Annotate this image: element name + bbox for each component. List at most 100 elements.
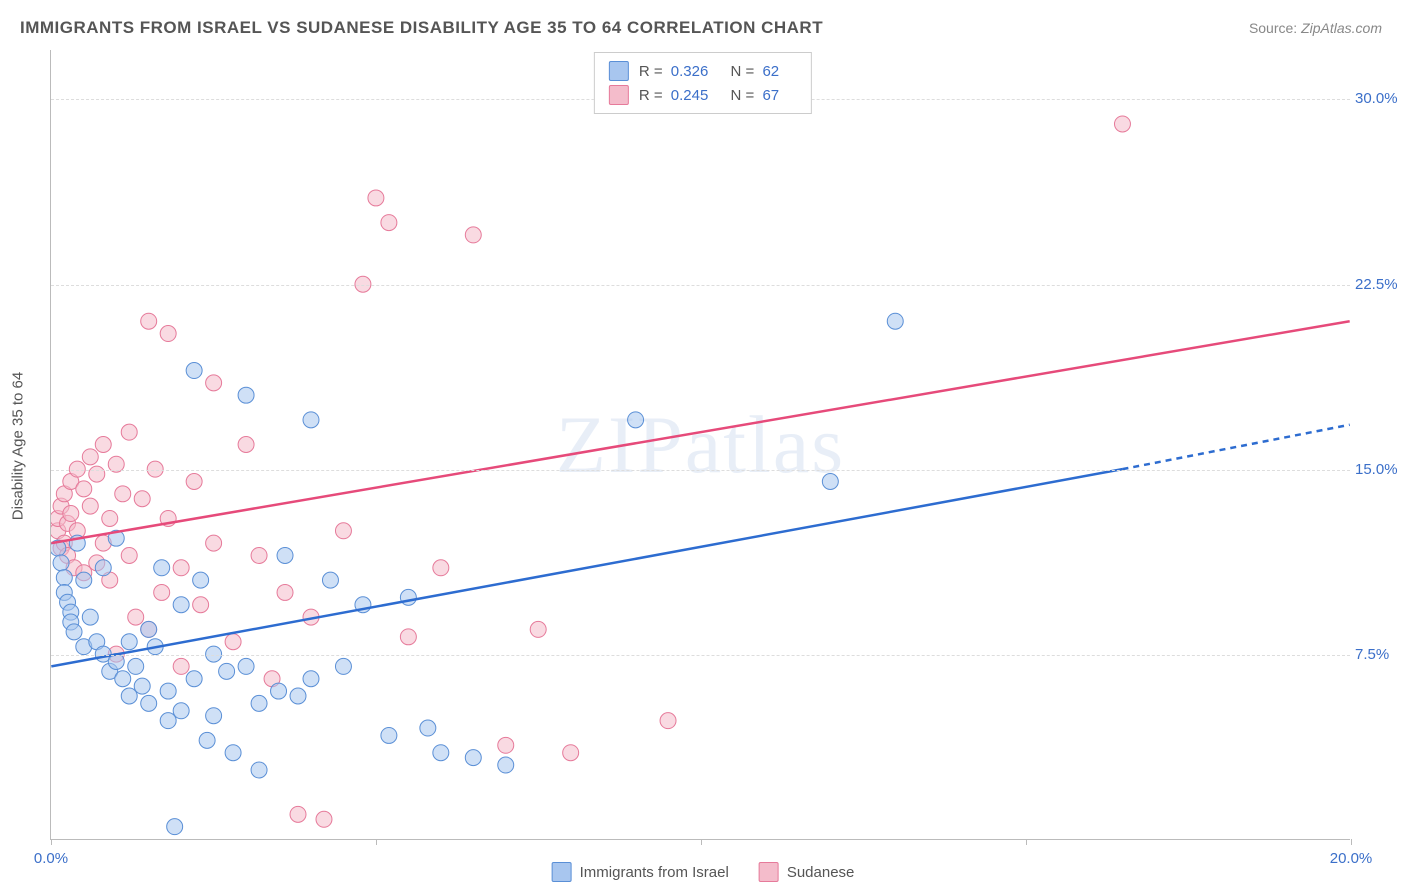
scatter-point — [128, 609, 144, 625]
r-label: R = — [639, 87, 663, 104]
scatter-point — [167, 819, 183, 835]
scatter-point — [225, 634, 241, 650]
scatter-point — [53, 540, 69, 556]
scatter-point — [134, 678, 150, 694]
scatter-point — [121, 634, 137, 650]
scatter-point — [128, 658, 144, 674]
scatter-point — [60, 594, 76, 610]
swatch-israel — [609, 61, 629, 81]
scatter-point — [66, 560, 82, 576]
scatter-point — [381, 215, 397, 231]
scatter-point — [251, 695, 267, 711]
scatter-point — [238, 387, 254, 403]
legend-item-israel: Immigrants from Israel — [552, 862, 729, 882]
scatter-point — [887, 313, 903, 329]
scatter-point — [530, 621, 546, 637]
gridline — [51, 470, 1350, 471]
scatter-point — [82, 498, 98, 514]
scatter-point — [206, 708, 222, 724]
legend-row-sudanese: R = 0.245 N = 67 — [609, 83, 797, 107]
r-value-sudanese: 0.245 — [671, 87, 709, 104]
scatter-point — [121, 424, 137, 440]
scatter-point — [134, 491, 150, 507]
chart-svg — [51, 50, 1350, 839]
series-legend: Immigrants from Israel Sudanese — [552, 862, 855, 882]
scatter-point — [160, 683, 176, 699]
scatter-point — [400, 629, 416, 645]
scatter-point — [102, 663, 118, 679]
trend-line — [51, 469, 1122, 666]
scatter-point — [822, 473, 838, 489]
x-tick — [701, 839, 702, 845]
scatter-point — [60, 547, 76, 563]
scatter-point — [160, 713, 176, 729]
scatter-point — [264, 671, 280, 687]
x-tick-label: 0.0% — [34, 850, 68, 867]
scatter-point — [563, 745, 579, 761]
y-tick-label: 30.0% — [1355, 90, 1406, 107]
scatter-point — [628, 412, 644, 428]
scatter-point — [186, 671, 202, 687]
scatter-point — [160, 326, 176, 342]
scatter-point — [56, 486, 72, 502]
scatter-point — [433, 560, 449, 576]
scatter-point — [108, 653, 124, 669]
scatter-point — [76, 565, 92, 581]
y-axis-label: Disability Age 35 to 64 — [10, 372, 27, 520]
scatter-point — [141, 621, 157, 637]
n-label: N = — [731, 87, 755, 104]
correlation-legend: R = 0.326 N = 62 R = 0.245 N = 67 — [594, 52, 812, 114]
y-tick-label: 15.0% — [1355, 461, 1406, 478]
source-label: Source: — [1249, 20, 1301, 36]
scatter-point — [115, 671, 131, 687]
scatter-point — [102, 572, 118, 588]
gridline — [51, 655, 1350, 656]
n-value-israel: 62 — [762, 63, 779, 80]
scatter-point — [303, 609, 319, 625]
scatter-point — [186, 473, 202, 489]
scatter-point — [63, 473, 79, 489]
scatter-point — [82, 449, 98, 465]
trend-line — [51, 321, 1349, 543]
scatter-point — [95, 560, 111, 576]
plot-area: ZIPatlas 7.5%15.0%22.5%30.0%0.0%20.0% — [50, 50, 1350, 840]
scatter-point — [465, 227, 481, 243]
scatter-point — [193, 597, 209, 613]
trend-line — [1122, 425, 1349, 469]
chart-title: IMMIGRANTS FROM ISRAEL VS SUDANESE DISAB… — [20, 18, 823, 38]
x-tick-label: 20.0% — [1330, 850, 1373, 867]
scatter-point — [271, 683, 287, 699]
x-tick — [51, 839, 52, 845]
scatter-point — [193, 572, 209, 588]
scatter-point — [368, 190, 384, 206]
scatter-point — [206, 375, 222, 391]
legend-item-sudanese: Sudanese — [759, 862, 855, 882]
n-label: N = — [731, 63, 755, 80]
scatter-point — [56, 584, 72, 600]
legend-row-israel: R = 0.326 N = 62 — [609, 59, 797, 83]
scatter-point — [219, 663, 235, 679]
scatter-point — [66, 624, 82, 640]
scatter-point — [199, 732, 215, 748]
scatter-point — [290, 688, 306, 704]
scatter-point — [316, 811, 332, 827]
scatter-point — [355, 597, 371, 613]
scatter-point — [51, 510, 66, 526]
scatter-point — [89, 466, 105, 482]
legend-label-israel: Immigrants from Israel — [580, 864, 729, 881]
scatter-point — [63, 604, 79, 620]
scatter-point — [53, 498, 69, 514]
scatter-point — [76, 481, 92, 497]
scatter-point — [173, 658, 189, 674]
r-stat-sudanese: R = 0.245 N = 67 — [639, 87, 797, 104]
scatter-point — [186, 363, 202, 379]
scatter-point — [238, 437, 254, 453]
scatter-point — [238, 658, 254, 674]
scatter-point — [95, 437, 111, 453]
scatter-point — [335, 658, 351, 674]
scatter-point — [173, 597, 189, 613]
scatter-point — [121, 688, 137, 704]
scatter-point — [121, 547, 137, 563]
x-tick — [1026, 839, 1027, 845]
scatter-point — [335, 523, 351, 539]
